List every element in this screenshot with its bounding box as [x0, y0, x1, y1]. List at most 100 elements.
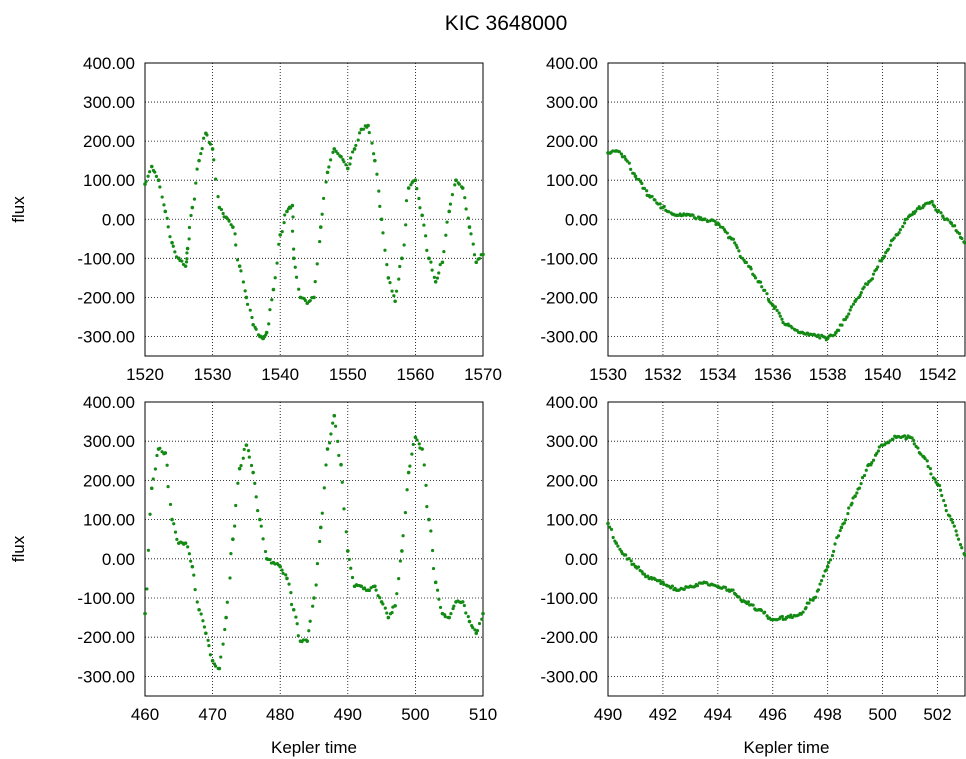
data-point	[883, 254, 887, 258]
x-tick-label: 1538	[809, 365, 847, 384]
data-point	[433, 580, 438, 585]
data-point	[318, 539, 322, 544]
data-point	[828, 558, 833, 562]
data-point	[235, 258, 240, 262]
data-point	[194, 181, 198, 185]
data-point	[354, 143, 358, 148]
data-point	[374, 588, 378, 592]
data-point	[415, 438, 419, 442]
data-point	[296, 634, 300, 638]
data-point	[259, 524, 263, 528]
data-point	[393, 299, 397, 304]
data-point	[857, 295, 861, 300]
data-point	[292, 247, 296, 251]
data-point	[308, 619, 312, 623]
data-point	[862, 473, 867, 478]
data-point	[871, 458, 876, 462]
x-tick-label: 1540	[261, 365, 299, 384]
data-point	[171, 244, 175, 248]
data-point	[377, 189, 381, 193]
data-point	[390, 610, 394, 615]
data-point	[247, 455, 251, 459]
data-point	[819, 579, 824, 583]
data-point	[160, 195, 164, 199]
data-point	[475, 629, 480, 633]
data-point	[367, 130, 371, 135]
data-point	[808, 598, 813, 602]
data-point	[744, 260, 749, 265]
data-point	[670, 584, 674, 588]
data-point	[307, 629, 311, 633]
data-point	[386, 276, 391, 280]
data-point	[186, 545, 190, 549]
data-point	[662, 204, 666, 209]
data-point	[398, 264, 402, 269]
data-point	[658, 202, 662, 206]
data-point	[385, 263, 389, 267]
data-point	[636, 565, 641, 569]
data-point	[268, 308, 272, 312]
data-point	[773, 305, 778, 309]
data-point	[342, 160, 346, 164]
data-point	[642, 186, 646, 190]
data-point	[955, 533, 959, 537]
data-point	[480, 617, 484, 621]
tick-labels: 460 470 480 490 500 510 -300.00 -200.00 -100.00 0…	[77, 393, 497, 724]
data-point	[217, 666, 222, 671]
data-point	[640, 181, 644, 186]
data-point	[187, 225, 192, 230]
data-point	[192, 573, 196, 577]
data-point	[860, 476, 865, 480]
data-point	[733, 241, 737, 245]
grid	[607, 401, 965, 696]
data-point	[333, 424, 338, 428]
data-point	[253, 481, 257, 485]
y-tick-label: 0.00	[102, 550, 135, 569]
data-point	[254, 495, 258, 499]
data-point	[336, 152, 340, 156]
data-point	[312, 295, 316, 300]
x-tick-label: 510	[469, 705, 497, 724]
data-point	[614, 541, 619, 545]
data-point	[184, 260, 189, 264]
data-point	[199, 612, 203, 616]
data-point	[859, 481, 863, 486]
y-tick-label: 0.00	[565, 550, 598, 569]
data-point	[930, 199, 934, 204]
data-point	[221, 642, 225, 646]
data-point	[249, 463, 254, 468]
data-point	[888, 243, 892, 247]
data-point	[156, 178, 161, 182]
x-tick-label: 1542	[919, 365, 957, 384]
y-tick-label: -200.00	[77, 628, 135, 647]
data-point	[397, 277, 401, 281]
data-point	[268, 557, 272, 562]
data-point	[847, 506, 851, 510]
data-point	[474, 631, 479, 636]
data-point	[432, 275, 436, 279]
data-point	[770, 303, 775, 308]
data-point	[318, 525, 323, 530]
data-point	[642, 572, 647, 576]
plot-frame	[607, 401, 966, 697]
data-point	[830, 553, 835, 558]
data-point	[765, 292, 769, 296]
data-point	[448, 202, 453, 206]
data-point	[840, 323, 844, 327]
data-point	[609, 527, 614, 532]
data-point	[918, 207, 922, 211]
data-point	[190, 205, 195, 210]
data-point	[413, 435, 418, 440]
data-point	[311, 604, 315, 608]
data-point	[408, 464, 412, 468]
data-point	[424, 483, 428, 487]
data-point	[818, 336, 822, 340]
data-point	[437, 271, 441, 275]
data-point	[949, 517, 954, 522]
data-point	[175, 537, 179, 541]
data-point	[466, 216, 470, 220]
data-point	[420, 447, 424, 451]
data-point	[891, 437, 895, 441]
data-point	[629, 559, 633, 563]
plot-frame	[144, 62, 484, 357]
